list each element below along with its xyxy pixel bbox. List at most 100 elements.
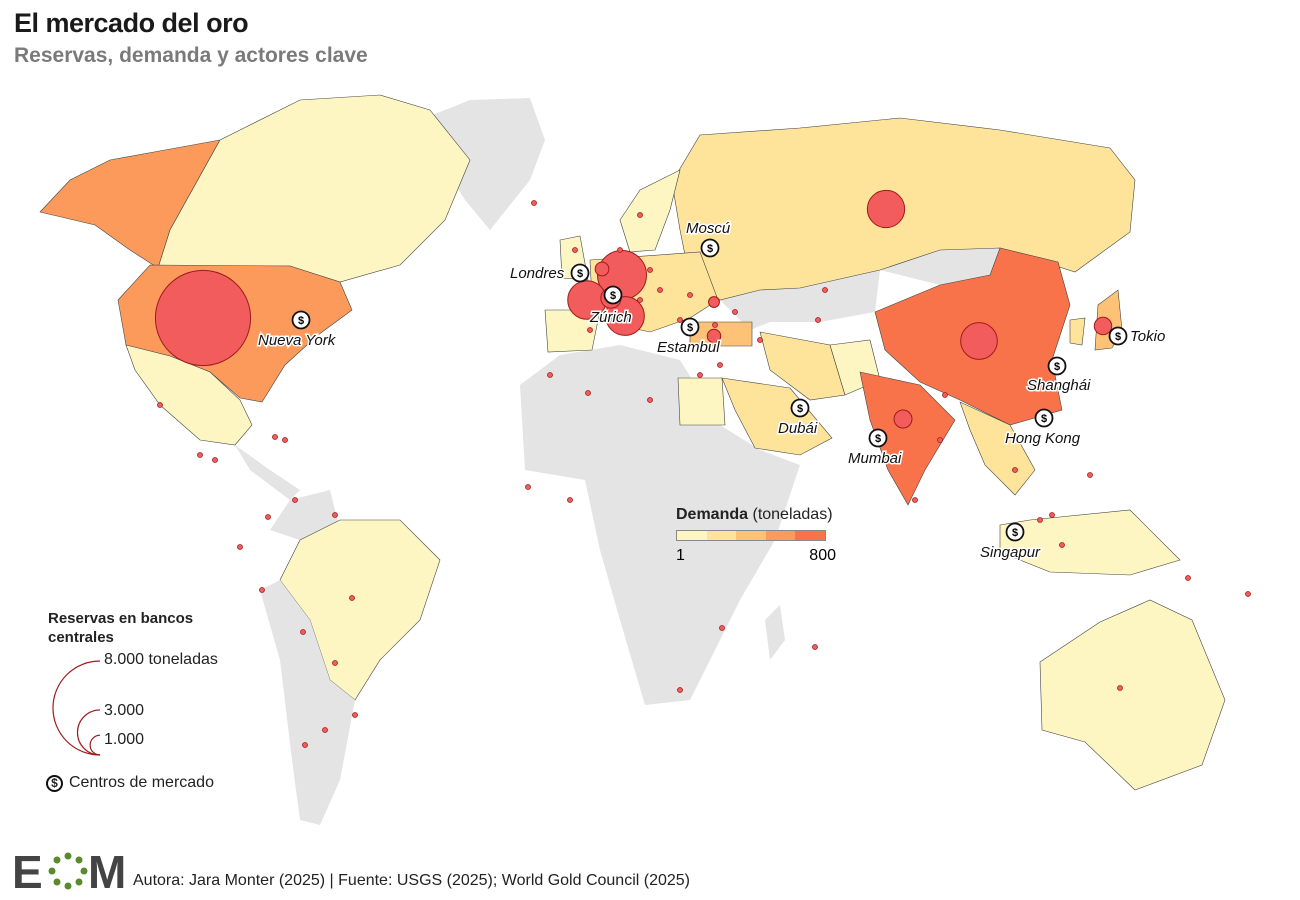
page-subtitle: Reservas, demanda y actores clave xyxy=(14,44,368,67)
reserve-dot xyxy=(677,687,683,693)
market-legend: $ Centros de mercado xyxy=(46,774,214,792)
reserve-dot xyxy=(1087,472,1093,478)
dollar-symbol: $ xyxy=(1054,361,1060,373)
reserve-dot xyxy=(300,629,306,635)
dollar-icon xyxy=(868,428,888,448)
market-label: Hong Kong xyxy=(1005,430,1081,447)
reserve-legend-arc xyxy=(52,660,101,756)
market-label: Moscú xyxy=(686,220,731,237)
reserves-legend-title-text: Reservas en bancos centrales xyxy=(48,610,194,646)
scale-max: 800 xyxy=(809,547,836,564)
reserve-dot xyxy=(822,287,828,293)
reserve-dot xyxy=(272,434,278,440)
market-label: Estambul xyxy=(657,339,720,356)
market-center: $ Zúrich xyxy=(588,285,633,328)
reserve-dot xyxy=(657,287,663,293)
scale-step xyxy=(795,531,825,540)
scale-step xyxy=(706,531,737,540)
country-africa xyxy=(520,345,800,705)
country-india xyxy=(859,371,956,506)
reserve-dot xyxy=(572,247,578,253)
reserve-dot xyxy=(567,497,573,503)
source-credit: Autora: Jara Monter (2025) | Fuente: USG… xyxy=(133,872,691,889)
reserve-dot xyxy=(265,514,271,520)
demand-legend-bold: Demanda xyxy=(676,506,749,523)
reserve-bubble xyxy=(594,261,610,277)
dollar-icon xyxy=(790,398,810,418)
reserve-dot xyxy=(332,660,338,666)
country-scandinavia xyxy=(619,169,681,253)
reserve-dot xyxy=(525,484,531,490)
reserves-legend-title: Reservas en bancos centrales xyxy=(48,609,218,647)
reserve-dot xyxy=(942,392,948,398)
reserve-dot xyxy=(587,327,593,333)
dollar-icon: $ xyxy=(46,774,63,792)
reserve-legend-1000: 1.000 xyxy=(104,731,145,748)
eom-logo: E M xyxy=(12,848,126,890)
reserve-dot xyxy=(687,292,693,298)
reserve-legend-arc xyxy=(89,734,101,756)
dollar-symbol: $ xyxy=(577,268,583,280)
market-center: $ Shanghái xyxy=(1026,356,1093,396)
dollar-symbol: $ xyxy=(1115,331,1121,343)
market-label: Dubái xyxy=(778,420,818,437)
market-center: $ Mumbai xyxy=(847,428,904,469)
reserve-dot xyxy=(349,595,355,601)
reserve-dot xyxy=(531,200,537,206)
market-label: Londres xyxy=(510,265,565,282)
reserve-dot xyxy=(637,297,643,303)
reserve-dot xyxy=(292,497,298,503)
market-label: Shanghái xyxy=(1027,377,1091,394)
reserve-dot xyxy=(647,397,653,403)
market-center: $ Estambul xyxy=(656,317,722,358)
reserve-dot xyxy=(237,544,243,550)
reserve-bubble xyxy=(960,322,998,360)
market-center: $ Londres xyxy=(509,264,590,284)
market-legend-label: Centros de mercado xyxy=(69,774,214,791)
reserve-dot xyxy=(352,712,358,718)
dollar-icon xyxy=(291,310,311,330)
scale-step xyxy=(765,531,796,540)
reserve-dot xyxy=(677,317,683,323)
market-label: Singapur xyxy=(980,544,1041,561)
demand-color-scale xyxy=(676,530,826,541)
reserve-dot xyxy=(815,317,821,323)
dollar-symbol: $ xyxy=(1012,527,1018,539)
reserve-legend-8000: 8.000 toneladas xyxy=(104,651,218,668)
reserve-dot xyxy=(259,587,265,593)
dollar-icon xyxy=(1047,356,1067,376)
market-label: Zúrich xyxy=(589,309,632,326)
reserve-dot xyxy=(282,437,288,443)
reserve-dot xyxy=(719,625,725,631)
reserve-dot xyxy=(812,644,818,650)
country-indonesia xyxy=(999,509,1181,576)
country-central-america xyxy=(235,445,300,500)
demand-legend: Demanda (toneladas) 1 800 xyxy=(676,506,846,565)
reserve-legend-arc xyxy=(76,709,101,756)
reserve-dot xyxy=(302,742,308,748)
reserve-bubble xyxy=(866,189,906,229)
reserve-legend-3000: 3.000 xyxy=(104,702,145,719)
country-south-america-north xyxy=(270,490,340,540)
country-arabia xyxy=(721,377,833,456)
reserve-dot xyxy=(712,322,718,328)
reserve-bubble xyxy=(708,296,720,308)
dollar-icon xyxy=(1005,522,1025,542)
reserve-dot xyxy=(1245,591,1251,597)
country-madagascar xyxy=(765,605,785,660)
reserve-dot xyxy=(937,437,943,443)
reserve-bubble xyxy=(893,409,913,429)
country-australia xyxy=(1039,599,1226,791)
market-label: Nueva York xyxy=(258,332,337,349)
country-iran xyxy=(759,331,846,401)
scale-step xyxy=(736,531,766,540)
dollar-icon xyxy=(1108,326,1128,346)
country-south-america-south xyxy=(260,580,355,825)
reserve-dot xyxy=(332,512,338,518)
reserve-dot xyxy=(1059,542,1065,548)
scale-step xyxy=(677,531,707,540)
reserve-bubble xyxy=(1093,316,1113,336)
reserve-dot xyxy=(697,372,703,378)
reserve-dot xyxy=(212,457,218,463)
